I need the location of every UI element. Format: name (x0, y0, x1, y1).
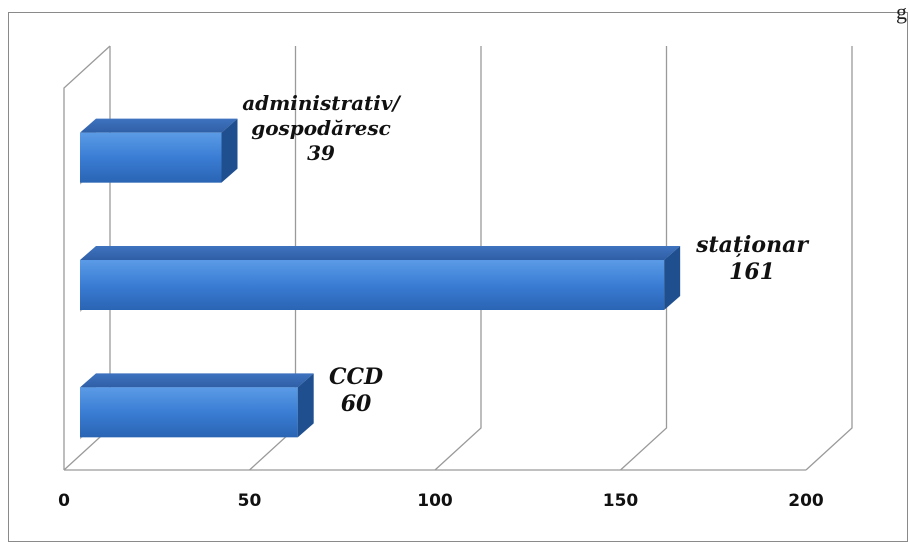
bar-layer (80, 118, 681, 440)
data-label: CCD (329, 364, 383, 390)
tick-layer: 0 50 100 150 200 (58, 491, 824, 511)
x-tick-label: 150 (603, 491, 639, 511)
x-tick-label: 100 (417, 491, 453, 511)
bar-end-face (297, 373, 314, 438)
data-label: 39 (307, 141, 335, 165)
x-tick-label: 200 (788, 491, 824, 511)
data-label: administrativ/ (242, 91, 401, 115)
x-tick-label: 50 (238, 491, 262, 511)
gridline (620, 46, 668, 471)
bar-top-face (80, 373, 314, 388)
bar-end-face (221, 118, 238, 183)
bar-top-face (80, 246, 681, 260)
bar-top-face (80, 118, 238, 133)
bar-front-face (80, 260, 665, 310)
corner-text: g (896, 0, 907, 24)
data-label: staționar (695, 232, 809, 258)
bar-front-face (80, 132, 222, 183)
bar (80, 373, 314, 440)
bar-front-face (80, 387, 298, 438)
data-label: 161 (729, 259, 775, 285)
bar-end-face (664, 246, 681, 310)
side-wall (63, 45, 111, 470)
gridline (805, 46, 853, 471)
bar (80, 246, 681, 312)
bar (80, 118, 238, 185)
data-label: 60 (341, 391, 372, 417)
x-tick-label: 0 (58, 491, 70, 511)
data-label: gospodăresc (251, 116, 391, 140)
gridline (434, 46, 482, 471)
